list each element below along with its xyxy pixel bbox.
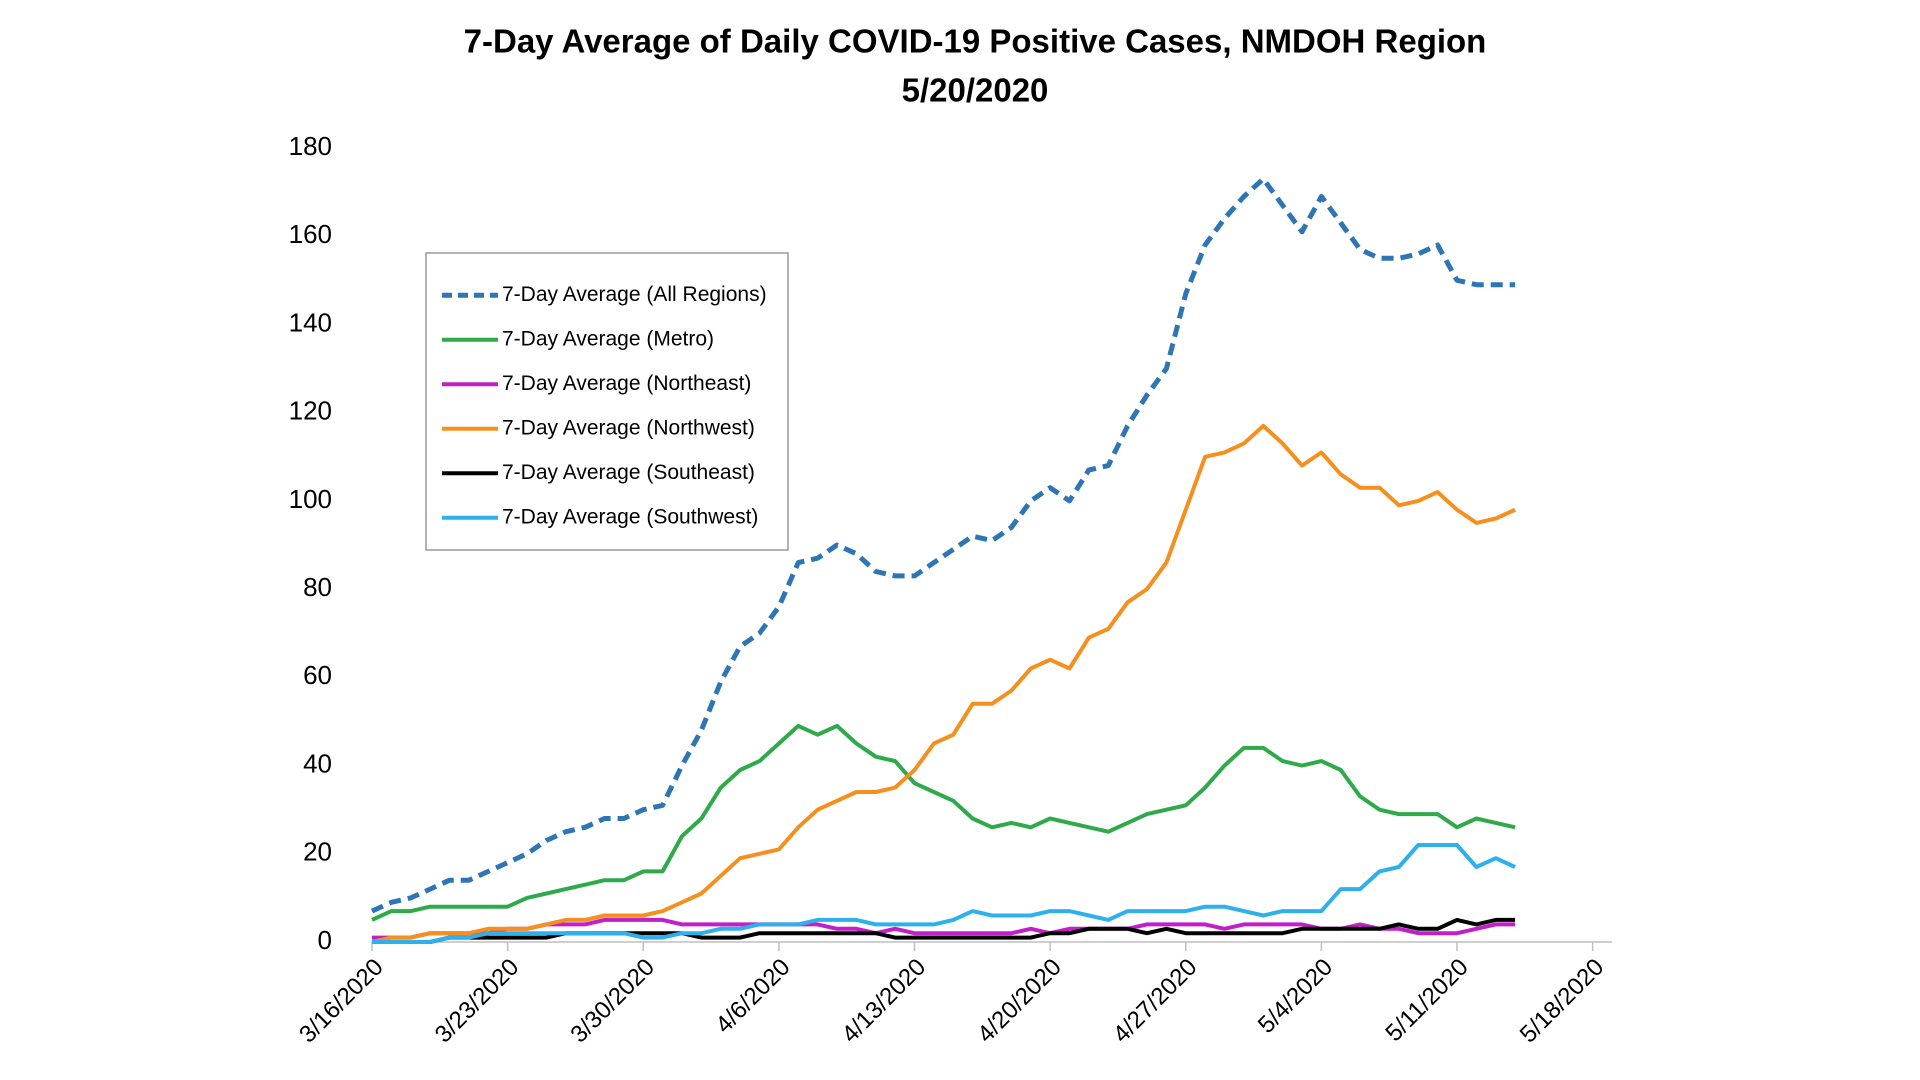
y-tick-label: 40 [303, 748, 332, 778]
x-tick-label: 5/4/2020 [1253, 954, 1338, 1039]
legend-label: 7-Day Average (All Regions) [502, 283, 767, 306]
legend-label: 7-Day Average (Southeast) [502, 461, 755, 484]
y-tick-label: 120 [289, 396, 332, 426]
x-tick-label: 4/13/2020 [837, 954, 932, 1049]
y-tick-label: 160 [289, 219, 332, 249]
series-line [372, 843, 1516, 944]
x-tick-label: 3/30/2020 [565, 954, 660, 1049]
x-tick-label: 5/11/2020 [1380, 954, 1473, 1047]
series-line [371, 423, 1516, 944]
series-line [371, 723, 1516, 922]
y-tick-label: 140 [289, 307, 332, 337]
legend-box [425, 252, 789, 551]
x-tick-label: 3/16/2020 [294, 954, 389, 1049]
y-tick-label: 60 [303, 660, 332, 690]
x-tick-label: 4/27/2020 [1108, 954, 1203, 1049]
y-tick-label: 80 [303, 572, 332, 602]
x-tick-label: 5/18/2020 [1515, 954, 1610, 1049]
y-tick-label: 180 [289, 131, 332, 161]
legend-label: 7-Day Average (Southwest) [502, 505, 758, 528]
legend-label: 7-Day Average (Metro) [502, 327, 714, 350]
legend-label: 7-Day Average (Northeast) [502, 372, 751, 395]
legend: 7-Day Average (All Regions) 7-Day Average… [425, 252, 789, 551]
y-tick-label: 20 [303, 837, 332, 867]
x-tick-label: 4/20/2020 [972, 954, 1067, 1049]
y-tick-label: 0 [318, 925, 332, 955]
x-tick-label: 4/6/2020 [710, 954, 795, 1039]
legend-label: 7-Day Average (Northwest) [502, 416, 755, 439]
y-tick-label: 100 [289, 484, 332, 514]
series-line [370, 176, 1516, 914]
chart-title: 7-Day Average of Daily COVID-19 Positive… [464, 23, 1487, 60]
chart-subtitle: 5/20/2020 [902, 72, 1049, 109]
x-tick-label: 3/23/2020 [430, 954, 525, 1049]
